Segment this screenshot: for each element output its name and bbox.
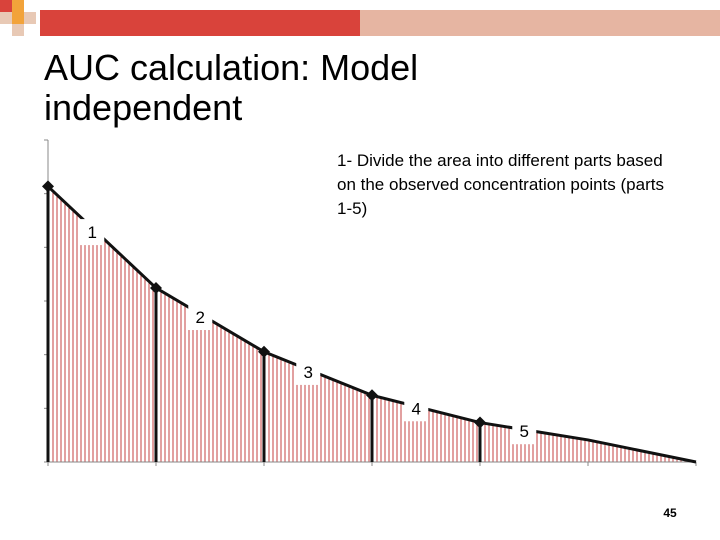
deco-bar-fade: [360, 10, 720, 36]
part-label-4: 4: [412, 399, 421, 418]
part-label-2: 2: [196, 308, 205, 327]
observed-point: [150, 281, 162, 294]
deco-red-square: [0, 0, 12, 12]
deco-tan-square-2: [24, 12, 36, 24]
part-label-box: [80, 219, 105, 246]
part-label-box: [296, 358, 321, 385]
observed-point: [474, 416, 486, 429]
observed-point: [42, 180, 54, 193]
deco-tan-square: [0, 12, 12, 24]
page-number: 45: [663, 506, 677, 520]
auc-chart: 1 2 3 4 5: [42, 139, 697, 466]
part-label-box: [188, 304, 213, 331]
observed-point: [366, 389, 378, 402]
auc-area: [48, 186, 696, 462]
slide-note: 1- Divide the area into different parts …: [337, 151, 664, 218]
header-decoration: [0, 0, 720, 36]
slide-title: AUC calculation: Model independent: [44, 47, 419, 128]
deco-orange-square: [12, 0, 24, 12]
part-label-box: [512, 418, 537, 445]
deco-orange-square-2: [12, 12, 24, 24]
deco-tan-square-3: [12, 24, 24, 36]
part-label-box: [404, 395, 429, 422]
part-label-1: 1: [88, 223, 97, 242]
part-label-5: 5: [520, 422, 529, 441]
observed-point: [258, 345, 270, 358]
part-label-3: 3: [304, 363, 313, 382]
